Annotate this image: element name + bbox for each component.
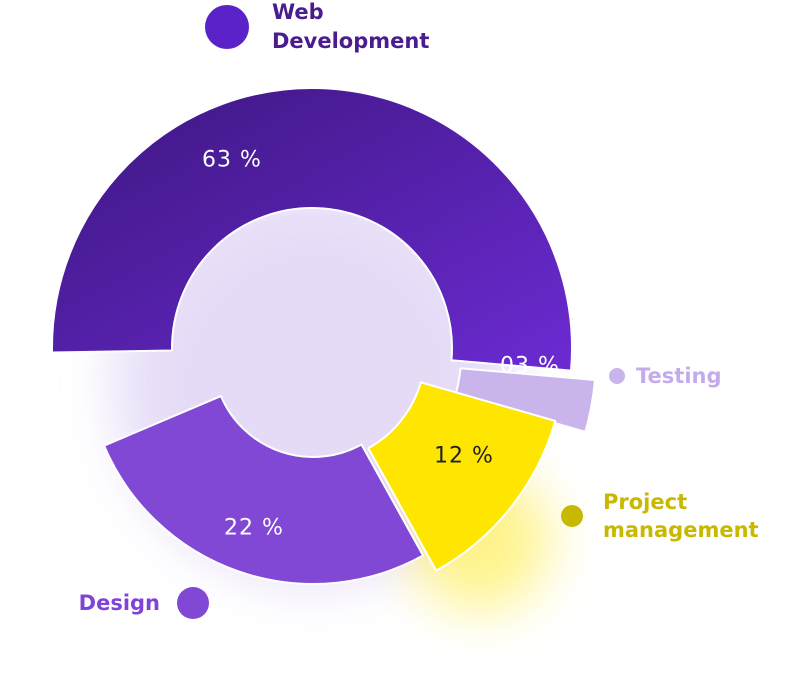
legend-dot-project-management [561, 505, 583, 527]
legend-dot-design [177, 587, 209, 619]
legend-dot-web-development [205, 5, 249, 49]
slice-web-development [51, 87, 573, 372]
legend-label-design: Design [79, 591, 160, 615]
values-layer: 63 % 03 % 12 % 22 % [202, 148, 560, 541]
legend-label-project-management: Project management [603, 490, 759, 542]
value-label-testing: 03 % [500, 354, 560, 379]
slices-layer [51, 87, 596, 585]
value-label-web-development: 63 % [202, 148, 262, 173]
slice-project-management [367, 381, 557, 572]
legend-dot-testing [609, 368, 625, 384]
value-label-design: 22 % [224, 516, 284, 541]
legend-label-web-development: Web Development [272, 0, 429, 53]
legend-layer: Web Development Testing Project management De… [79, 0, 759, 619]
value-label-project-management: 12 % [434, 444, 494, 469]
slice-design [103, 395, 425, 585]
legend-label-testing: Testing [636, 364, 722, 388]
